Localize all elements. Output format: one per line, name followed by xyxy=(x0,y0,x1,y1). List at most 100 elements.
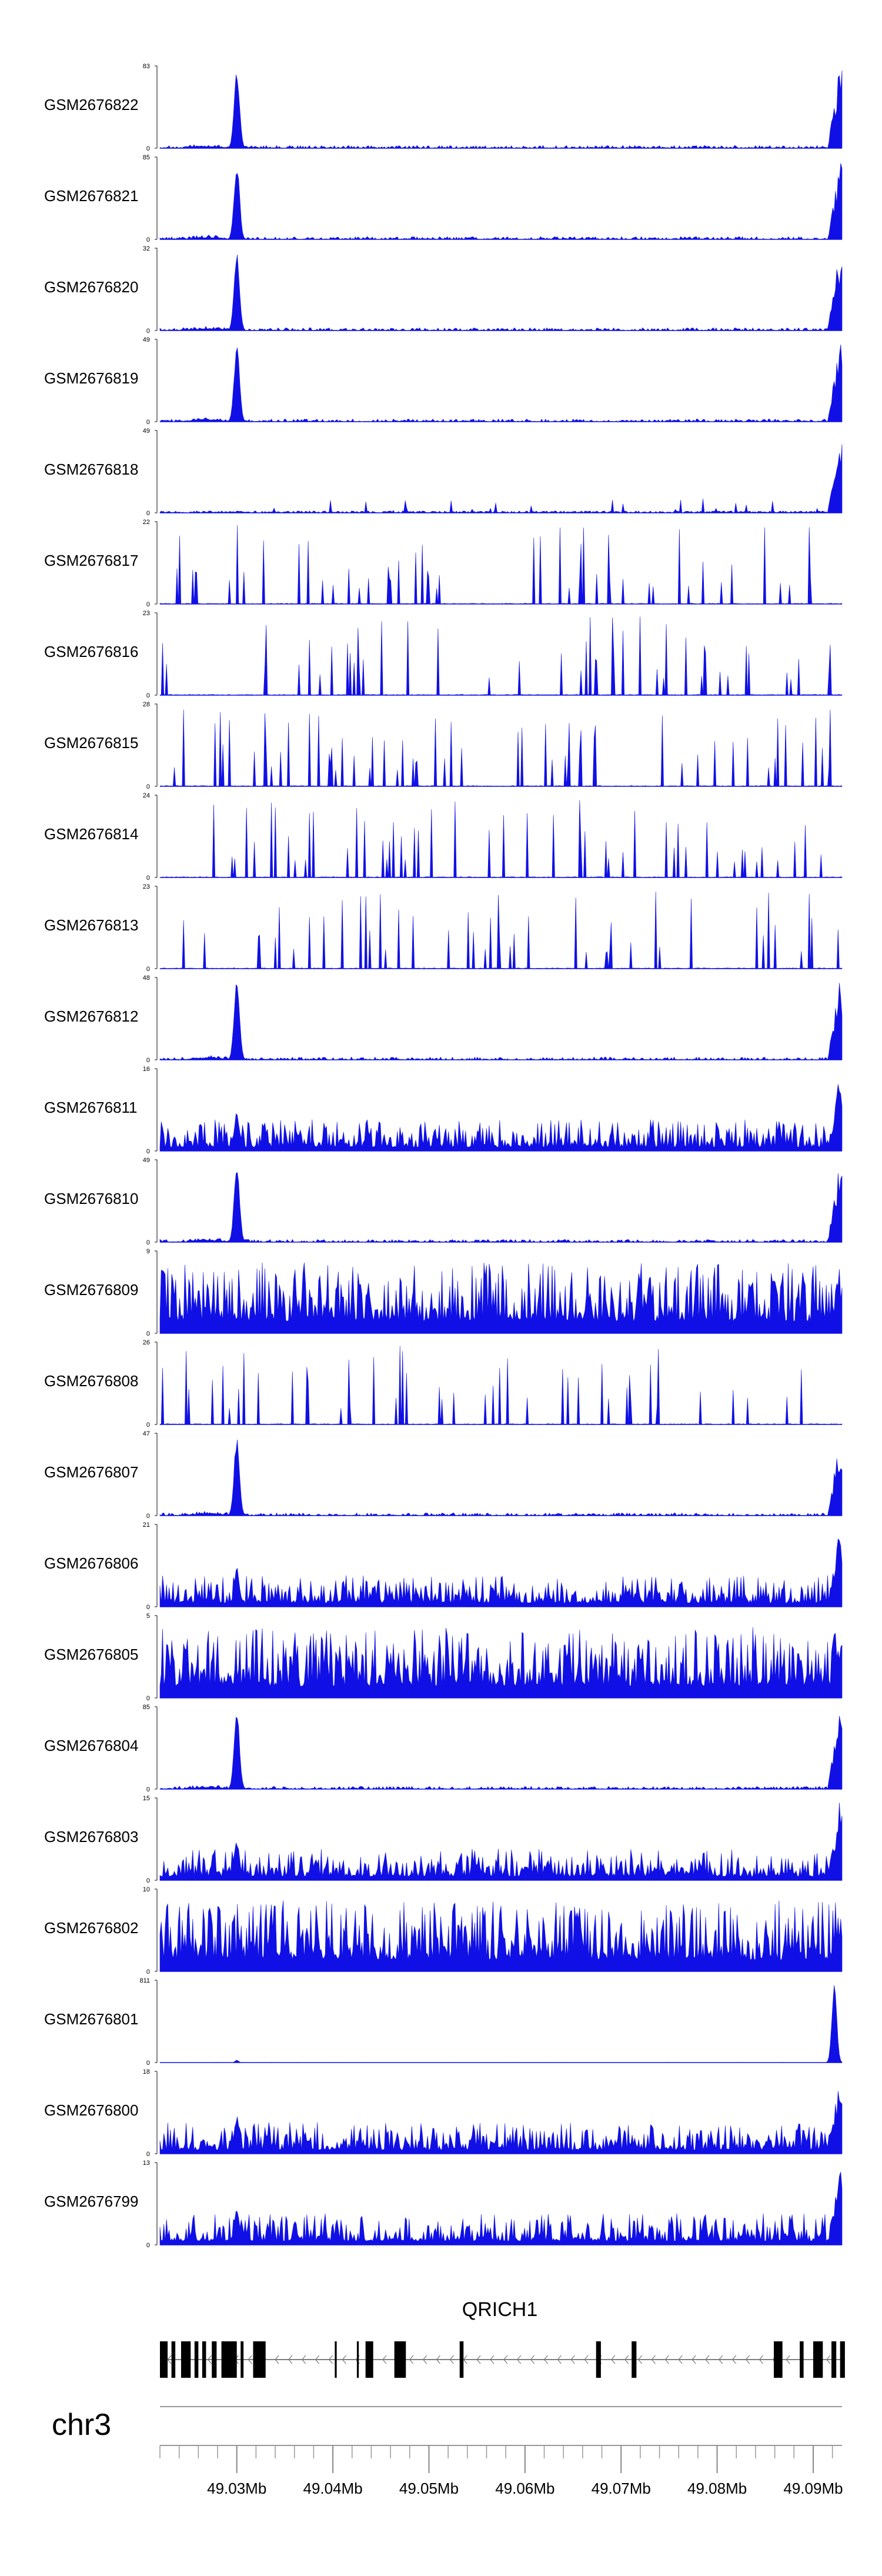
strand-arrow xyxy=(328,2355,333,2364)
coverage-signal xyxy=(159,1084,843,1152)
gene-exon xyxy=(632,2341,637,2378)
strand-arrow xyxy=(449,2355,454,2364)
strand-arrow xyxy=(731,2355,737,2364)
track-label: GSM2676816 xyxy=(44,643,138,660)
track-y-max-label: 23 xyxy=(143,883,150,890)
coverage-signal xyxy=(159,1172,843,1243)
gene-exon xyxy=(221,2341,237,2378)
track-y-zero-label: 0 xyxy=(146,2242,150,2249)
gene-exon xyxy=(831,2341,837,2378)
strand-arrow xyxy=(288,2355,293,2364)
strand-arrow xyxy=(503,2355,508,2364)
strand-arrow xyxy=(664,2355,669,2364)
coverage-signal xyxy=(159,1346,843,1425)
track-label: GSM2676812 xyxy=(44,1007,138,1025)
track-y-zero-label: 0 xyxy=(146,1786,150,1793)
coverage-signal xyxy=(159,892,843,969)
track-GSM2676802: GSM2676802 10 0 xyxy=(44,1886,843,1976)
coverage-signal xyxy=(159,1985,843,2063)
genome-axis-tick-label: 49.06Mb xyxy=(495,2480,554,2497)
strand-arrow xyxy=(611,2355,616,2364)
strand-arrow xyxy=(207,2355,212,2364)
track-y-zero-label: 0 xyxy=(146,1239,150,1246)
track-GSM2676801: GSM2676801 811 0 xyxy=(44,1977,843,2067)
track-label: GSM2676808 xyxy=(44,1372,138,1390)
track-GSM2676803: GSM2676803 15 0 xyxy=(44,1795,843,1884)
coverage-signal xyxy=(159,163,843,240)
strand-arrow xyxy=(678,2355,683,2364)
track-y-max-label: 5 xyxy=(146,1613,150,1620)
track-label: GSM2676818 xyxy=(44,461,138,478)
strand-arrow xyxy=(719,2355,723,2364)
strand-arrow xyxy=(651,2355,656,2364)
coverage-signal xyxy=(159,616,843,696)
genome-axis-tick-label: 49.05Mb xyxy=(399,2480,459,2497)
track-y-max-label: 18 xyxy=(143,2068,150,2076)
track-y-max-label: 13 xyxy=(143,2160,150,2167)
track-GSM2676800: GSM2676800 18 0 xyxy=(44,2068,843,2158)
track-y-max-label: 10 xyxy=(143,1886,150,1893)
strand-arrow xyxy=(382,2355,387,2364)
gene-exon xyxy=(181,2341,191,2378)
track-GSM2676816: GSM2676816 23 0 xyxy=(44,610,843,699)
track-GSM2676811: GSM2676811 16 0 xyxy=(44,1066,843,1155)
track-label: GSM2676809 xyxy=(44,1281,138,1299)
track-y-max-label: 49 xyxy=(143,1157,150,1164)
genome-axis-tick-label: 49.03Mb xyxy=(207,2480,266,2497)
track-label: GSM2676804 xyxy=(44,1737,138,1754)
track-y-max-label: 811 xyxy=(139,1977,150,1984)
strand-arrow xyxy=(302,2355,306,2364)
track-label: GSM2676813 xyxy=(44,916,138,934)
genome-axis-tick-label: 49.07Mb xyxy=(592,2480,651,2497)
track-GSM2676819: GSM2676819 49 0 xyxy=(44,336,843,426)
gene-exon xyxy=(194,2341,199,2378)
track-y-zero-label: 0 xyxy=(146,1877,150,1884)
strand-arrow xyxy=(826,2355,831,2364)
track-y-max-label: 28 xyxy=(143,701,150,708)
genome-axis-tick-label: 49.09Mb xyxy=(783,2480,843,2497)
track-y-zero-label: 0 xyxy=(146,783,150,790)
track-label: GSM2676820 xyxy=(44,278,138,296)
gene-exon xyxy=(459,2341,464,2378)
gene-exon xyxy=(813,2341,823,2378)
gene-exon xyxy=(160,2341,168,2378)
track-label: GSM2676801 xyxy=(44,2010,138,2028)
strand-arrow xyxy=(745,2355,750,2364)
track-GSM2676807: GSM2676807 47 0 xyxy=(44,1430,843,1520)
coverage-signal xyxy=(159,1716,843,1790)
strand-arrow xyxy=(759,2355,763,2364)
strand-arrow xyxy=(637,2355,643,2364)
track-label: GSM2676807 xyxy=(44,1463,138,1481)
genome-axis-tick-label: 49.08Mb xyxy=(687,2480,747,2497)
track-label: GSM2676803 xyxy=(44,1828,138,1846)
strand-arrow xyxy=(248,2355,252,2364)
track-y-max-label: 32 xyxy=(143,245,150,252)
strand-arrow xyxy=(516,2355,522,2364)
gene-exon xyxy=(394,2341,406,2378)
track-label: GSM2676810 xyxy=(44,1190,138,1207)
track-y-zero-label: 0 xyxy=(146,2151,150,2158)
track-GSM2676815: GSM2676815 28 0 xyxy=(44,701,843,790)
track-y-max-label: 47 xyxy=(143,1430,150,1437)
genome-axis-tick-label: 49.04Mb xyxy=(303,2480,362,2497)
coverage-signal xyxy=(159,2171,843,2245)
coverage-signal xyxy=(159,444,843,513)
track-GSM2676810: GSM2676810 49 0 xyxy=(44,1157,843,1246)
strand-arrow xyxy=(570,2355,575,2364)
track-y-zero-label: 0 xyxy=(146,145,150,152)
genome-axis: chr3 49.03Mb 49.04Mb 49.05Mb 49.06Mb 49.07Mb… xyxy=(52,2406,843,2497)
track-y-zero-label: 0 xyxy=(146,419,150,426)
track-y-max-label: 21 xyxy=(143,1521,150,1529)
chromosome-label: chr3 xyxy=(52,2408,111,2442)
track-label: GSM2676806 xyxy=(44,1554,138,1572)
track-y-max-label: 48 xyxy=(143,975,150,982)
gene-exon xyxy=(840,2341,845,2378)
track-label: GSM2676817 xyxy=(44,552,138,569)
track-label: GSM2676819 xyxy=(44,369,138,387)
strand-arrow xyxy=(624,2355,629,2364)
track-y-zero-label: 0 xyxy=(146,1422,150,1429)
track-GSM2676818: GSM2676818 49 0 xyxy=(44,428,843,517)
track-GSM2676804: GSM2676804 85 0 xyxy=(44,1704,843,1793)
track-GSM2676808: GSM2676808 26 0 xyxy=(44,1339,843,1429)
coverage-signal xyxy=(159,800,843,878)
